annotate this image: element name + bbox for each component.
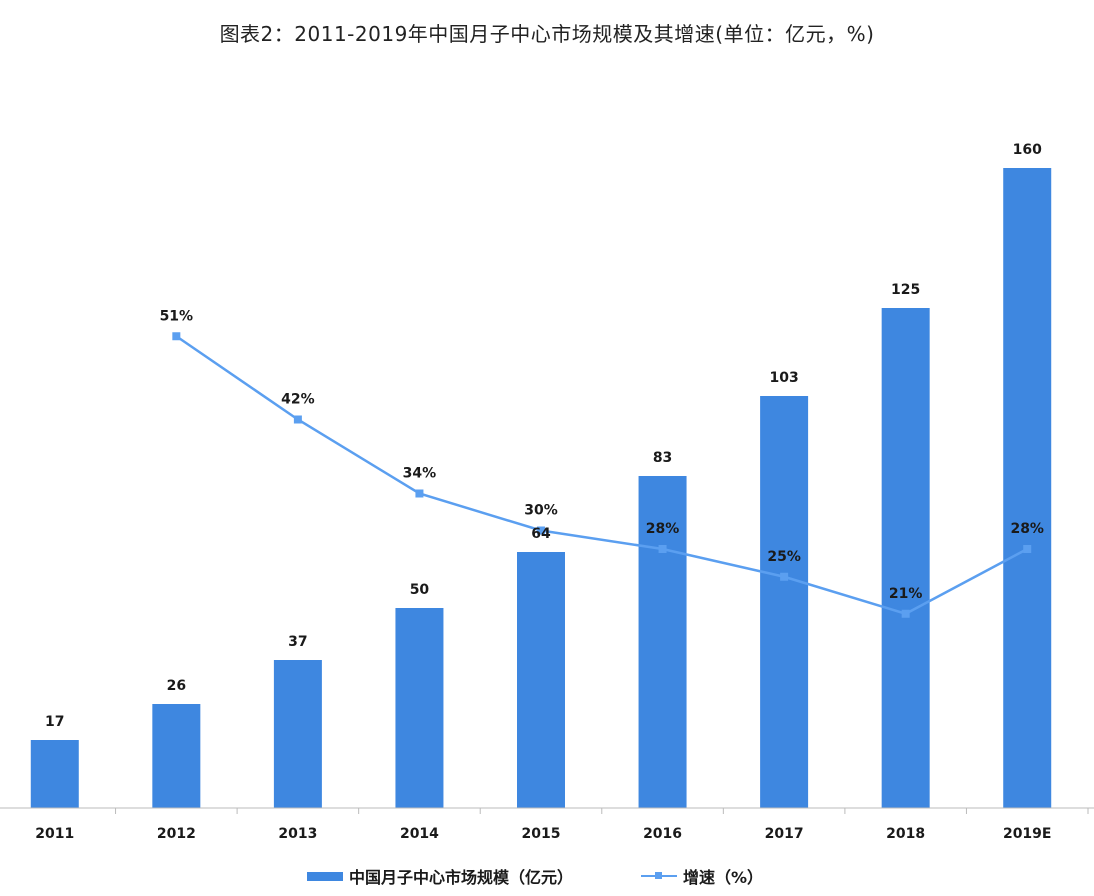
- x-tick-label-2015: 2015: [522, 826, 561, 842]
- growth-rate-label-2017: 25%: [767, 549, 801, 565]
- bar-value-label-2019E: 160: [1013, 142, 1042, 158]
- bar-value-label-2016: 83: [653, 450, 672, 466]
- growth-rate-label-2014: 34%: [403, 466, 437, 482]
- legend-label-market-size: 中国月子中心市场规模（亿元）: [349, 868, 574, 887]
- legend-item-market-size: 中国月子中心市场规模（亿元）: [307, 864, 573, 888]
- growth-rate-label-2012: 51%: [160, 308, 194, 324]
- x-tick-label-2012: 2012: [157, 826, 196, 842]
- bar-value-label-2011: 17: [45, 714, 64, 730]
- growth-rate-point-2014: [415, 489, 424, 498]
- bar-value-label-2014: 50: [410, 582, 430, 598]
- legend-line-swatch: [641, 870, 677, 882]
- growth-rate-point-2018: [901, 609, 910, 618]
- bar-2016: [638, 476, 687, 808]
- chart-title: 图表2：2011-2019年中国月子中心市场规模及其增速(单位：亿元，%): [219, 22, 875, 46]
- bar-2013: [273, 660, 322, 808]
- x-tick-label-2017: 2017: [765, 826, 804, 842]
- growth-rate-point-2017: [780, 572, 789, 581]
- x-tick-label-2018: 2018: [886, 826, 925, 842]
- bar-value-label-2018: 125: [891, 282, 920, 298]
- growth-rate-label-2013: 42%: [281, 392, 315, 408]
- x-tick-label-2014: 2014: [400, 826, 439, 842]
- growth-rate-point-2012: [172, 332, 181, 341]
- legend-label-growth-rate: 增速（%）: [683, 868, 764, 887]
- bar-value-label-2015: 64: [531, 526, 551, 542]
- chart-plot: 2011 2012 2013 2014 2015 2016 2017 2018 2019E 17…: [0, 142, 1094, 842]
- bar-value-label-2012: 26: [167, 678, 186, 694]
- growth-rate-point-2015: [537, 526, 545, 535]
- x-tick-label-2013: 2013: [278, 826, 317, 842]
- x-tick-label-2011: 2011: [35, 826, 74, 842]
- bar-value-label-2013: 37: [288, 634, 307, 650]
- growth-rate-line: [175, 335, 1028, 616]
- bar-2011: [30, 740, 79, 808]
- bar-2015: [517, 552, 565, 808]
- chart-legend: 中国月子中心市场规模（亿元） 增速（%）: [0, 860, 1094, 890]
- growth-rate-point-2013: [293, 415, 302, 424]
- bar-value-label-2017: 103: [769, 370, 798, 386]
- bar-2019E: [1003, 168, 1052, 808]
- growth-rate-label-2016: 28%: [646, 521, 680, 537]
- growth-rate-label-2019E: 28%: [1010, 521, 1044, 537]
- x-tick-label-2016: 2016: [643, 826, 682, 842]
- x-tick-label-2019E: 2019E: [1003, 826, 1052, 842]
- bar-2014: [395, 608, 444, 808]
- growth-rate-point-2016: [658, 545, 667, 553]
- bar-2018: [881, 308, 930, 808]
- legend-bar-swatch: [307, 871, 343, 881]
- bar-2012: [152, 704, 201, 808]
- legend-item-growth-rate: 增速（%）: [641, 864, 763, 888]
- bar-2017: [760, 396, 809, 808]
- growth-rate-label-2015: 30%: [524, 503, 558, 519]
- growth-rate-label-2018: 21%: [889, 586, 923, 602]
- growth-rate-point-2019E: [1023, 545, 1032, 553]
